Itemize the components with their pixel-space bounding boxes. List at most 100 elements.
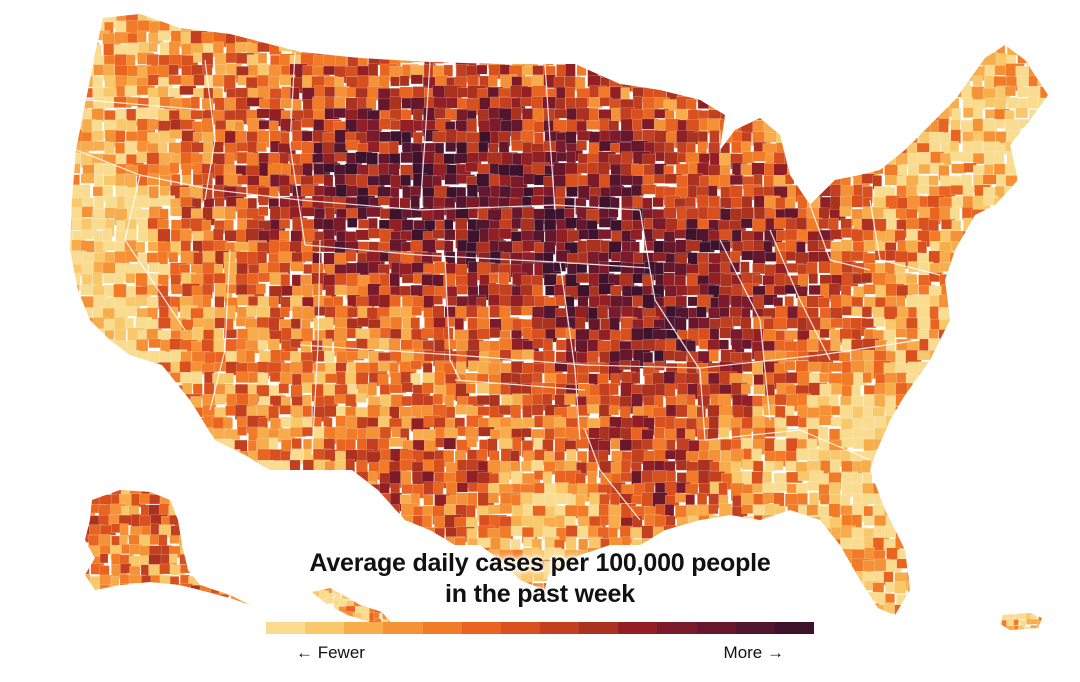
county-cell	[72, 10, 86, 22]
county-cell	[1049, 351, 1067, 360]
county-cell	[148, 451, 166, 464]
county-cell	[457, 43, 469, 58]
county-cell	[1050, 407, 1062, 425]
county-cell	[59, 506, 70, 517]
county-cell	[303, 517, 321, 532]
county-cell	[235, 506, 244, 523]
county-cell	[666, 42, 676, 59]
county-cell	[1049, 108, 1059, 124]
county-cell	[334, 9, 352, 23]
county-cell	[1029, 538, 1038, 552]
county-cell	[765, 99, 779, 116]
county-cell	[897, 440, 911, 457]
county-cell	[994, 306, 1011, 318]
county-cell	[731, 86, 743, 105]
county-cell	[610, 66, 628, 76]
county-cell	[852, 196, 863, 208]
county-cell	[895, 537, 905, 548]
county-cell	[721, 75, 733, 88]
county-cell	[818, 581, 831, 595]
county-cell	[468, 207, 477, 218]
county-cell	[149, 186, 159, 200]
county-cell	[136, 383, 146, 395]
county-cell	[92, 438, 110, 447]
county-cell	[203, 528, 221, 539]
county-cell	[61, 385, 79, 400]
county-cell	[730, 53, 744, 63]
county-cell	[1029, 494, 1044, 510]
county-cell	[72, 339, 86, 357]
county-cell	[457, 33, 466, 44]
county-cell	[169, 130, 183, 139]
county-cell	[347, 44, 364, 55]
county-cell	[950, 528, 964, 543]
county-cell	[1007, 220, 1022, 230]
county-cell	[214, 482, 228, 496]
county-cell	[116, 438, 127, 447]
county-cell	[907, 384, 920, 393]
county-cell	[246, 550, 262, 563]
county-cell	[852, 154, 861, 169]
county-cell	[774, 297, 783, 306]
county-cell	[345, 231, 357, 242]
county-cell	[235, 594, 249, 612]
county-cell	[1039, 592, 1054, 608]
county-cell	[895, 230, 905, 242]
county-cell	[147, 373, 164, 387]
county-cell	[59, 396, 71, 413]
county-cell	[466, 384, 475, 393]
county-cell	[742, 528, 759, 539]
county-cell	[884, 110, 899, 125]
county-cell	[214, 462, 227, 472]
county-cell	[1040, 373, 1057, 388]
county-cell	[268, 515, 283, 533]
county-cell	[676, 44, 690, 54]
county-cell	[917, 571, 929, 584]
county-cell	[512, 141, 525, 151]
county-cell	[237, 20, 254, 34]
county-cell	[1028, 142, 1040, 154]
county-cell	[279, 483, 290, 501]
county-cell	[180, 460, 190, 474]
county-cell	[962, 396, 981, 405]
county-cell	[796, 449, 808, 461]
county-cell	[775, 75, 789, 85]
county-cell	[875, 428, 884, 441]
county-cell	[808, 516, 822, 531]
county-cell	[312, 528, 327, 545]
county-cell	[1049, 328, 1059, 341]
county-cell	[906, 418, 923, 429]
county-cell	[785, 406, 794, 417]
county-cell	[929, 20, 941, 34]
county-cell	[786, 416, 799, 427]
county-cell	[125, 361, 140, 370]
county-cell	[819, 154, 831, 167]
county-cell	[182, 605, 195, 616]
county-cell	[302, 504, 314, 515]
county-cell	[829, 53, 841, 67]
county-cell	[182, 472, 191, 487]
county-cell	[258, 9, 273, 19]
county-cell	[180, 418, 189, 433]
county-cell	[906, 54, 916, 63]
county-cell	[730, 66, 745, 82]
county-cell	[951, 451, 965, 460]
county-cell	[677, 53, 687, 68]
county-cell	[598, 55, 612, 70]
county-cell	[1027, 405, 1036, 416]
county-cell	[1029, 110, 1042, 129]
county-cell	[851, 87, 870, 101]
county-cell	[951, 495, 966, 509]
county-cell	[247, 483, 261, 498]
county-cell	[247, 537, 261, 555]
county-cell	[191, 561, 205, 575]
county-cell	[708, 450, 720, 461]
county-cell	[774, 318, 788, 330]
county-cell	[941, 54, 959, 67]
county-cell	[357, 504, 369, 513]
county-cell	[191, 604, 206, 616]
county-cell	[994, 319, 1011, 337]
county-cell	[963, 284, 981, 295]
county-cell	[1051, 163, 1062, 180]
county-cell	[820, 75, 837, 89]
